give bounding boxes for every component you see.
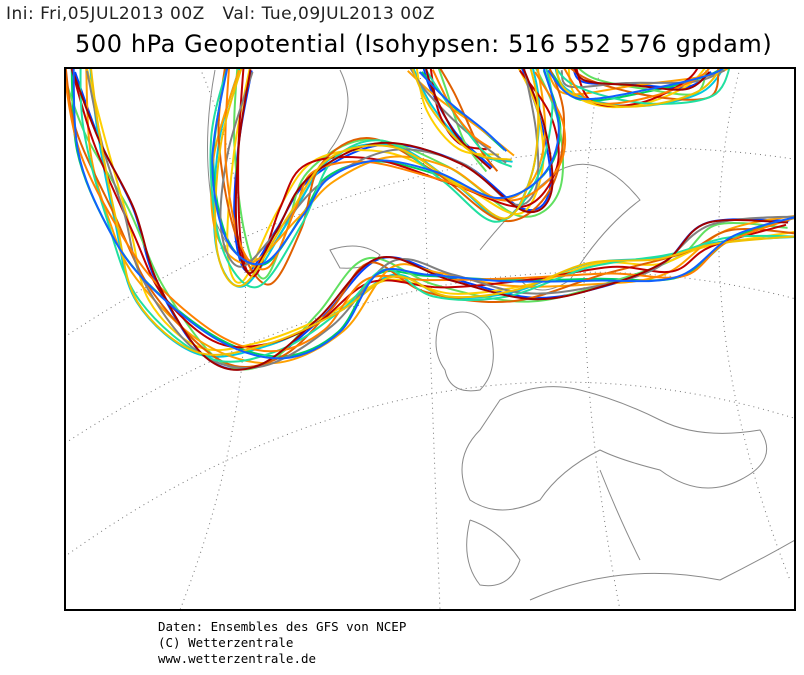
north-africa [529,539,795,601]
ensemble-isohypse [418,71,508,152]
ensemble-isohypse [411,68,512,161]
run-info: Ini: Fri,05JUL2013 00Z Val: Tue,09JUL201… [6,4,436,24]
ensemble-isohypse [431,69,492,149]
ensemble-isohypse [562,68,711,105]
ensemble-isohypse [424,68,492,170]
meridian [718,68,791,581]
coastlines [207,69,795,601]
ensemble-isohypse [547,68,725,101]
italy [599,469,641,561]
ensemble-isohypse [555,68,722,108]
ensemble-isohypse [89,68,795,356]
ensemble-isohypse [209,68,554,289]
ensemble-isohypse [71,71,789,371]
ensemble-isohypse [560,69,726,89]
graticule [65,68,795,610]
credit-line: (C) Wetterzentrale [158,635,294,650]
latitude-circle [65,381,795,558]
map-frame [64,67,796,611]
ensemble-isohypse [65,68,795,368]
ensemble-isohypse [233,68,552,273]
isohypse-lines [65,68,795,371]
ensemble-isohypse [79,68,795,363]
credits: Daten: Ensembles des GFS von NCEP (C) We… [158,619,406,667]
meridian [419,68,441,610]
ensemble-isohypse [211,68,560,266]
ensemble-isohypse [85,68,795,365]
latitude-circle [65,147,795,338]
map-title: 500 hPa Geopotential (Isohypsen: 516 552… [75,30,773,58]
ensemble-isohypse [573,68,711,91]
credit-line: Daten: Ensembles des GFS von NCEP [158,619,407,634]
ensemble-isohypse [438,68,499,172]
ensemble-isohypse [214,68,540,287]
british-isles [435,311,494,392]
ensemble-isohypse [234,68,554,275]
ensemble-isohypse [70,68,787,349]
ensemble-isohypse [72,68,795,360]
ensemble-isohypse [86,70,795,369]
ensemble-isohypse [74,71,790,371]
meridian [583,68,621,610]
ensemble-isohypse [210,68,547,265]
iceland [329,245,381,269]
ensemble-isohypse [237,68,560,278]
iberia [466,519,521,587]
credit-line: www.wetterzentrale.de [158,651,317,666]
ensemble-isohypse [555,68,731,105]
continental-europe [461,386,768,511]
